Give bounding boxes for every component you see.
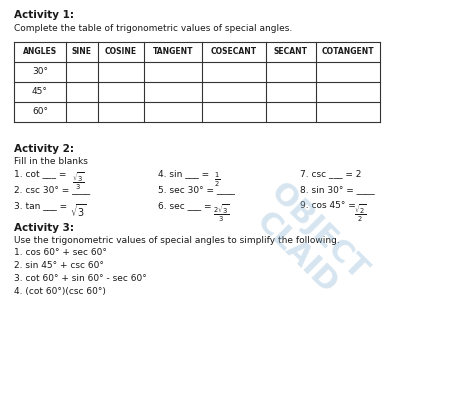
Text: TANGENT: TANGENT xyxy=(153,48,193,56)
Text: 3. cot 60° + sin 60° - sec 60°: 3. cot 60° + sin 60° - sec 60° xyxy=(14,274,147,283)
Text: Activity 2:: Activity 2: xyxy=(14,144,74,154)
Text: 1. cot ___ =: 1. cot ___ = xyxy=(14,169,69,178)
Text: 2. csc 30° = ____: 2. csc 30° = ____ xyxy=(14,185,90,194)
Text: 6. sec ___ =: 6. sec ___ = xyxy=(158,201,214,210)
Text: OBJECT
CLAID: OBJECT CLAID xyxy=(243,177,374,308)
Text: 3. tan ___ =: 3. tan ___ = xyxy=(14,201,70,210)
Text: $\frac{\sqrt{3}}{3}$: $\frac{\sqrt{3}}{3}$ xyxy=(72,171,84,192)
Text: Activity 1:: Activity 1: xyxy=(14,10,74,20)
Text: SECANT: SECANT xyxy=(274,48,308,56)
Text: COSECANT: COSECANT xyxy=(211,48,257,56)
Text: 60°: 60° xyxy=(32,107,48,117)
Text: $\frac{2\sqrt{3}}{3}$: $\frac{2\sqrt{3}}{3}$ xyxy=(213,203,229,224)
Text: $\frac{\sqrt{2}}{2}$: $\frac{\sqrt{2}}{2}$ xyxy=(354,203,366,224)
Text: ANGLES: ANGLES xyxy=(23,48,57,56)
Text: Fill in the blanks: Fill in the blanks xyxy=(14,157,88,166)
Text: 7. csc ___ = 2: 7. csc ___ = 2 xyxy=(300,169,361,178)
Text: 45°: 45° xyxy=(32,87,48,97)
Text: 4. (cot 60°)(csc 60°): 4. (cot 60°)(csc 60°) xyxy=(14,287,106,296)
Text: COTANGENT: COTANGENT xyxy=(322,48,374,56)
Text: SINE: SINE xyxy=(72,48,92,56)
Text: Activity 3:: Activity 3: xyxy=(14,223,74,233)
Text: Use the trigonometric values of special angles to simplify the following.: Use the trigonometric values of special … xyxy=(14,236,340,245)
Text: 8. sin 30° = ____: 8. sin 30° = ____ xyxy=(300,185,374,194)
Text: 4. sin ___ =: 4. sin ___ = xyxy=(158,169,212,178)
Text: $\frac{1}{2}$: $\frac{1}{2}$ xyxy=(214,171,220,189)
Text: Complete the table of trigonometric values of special angles.: Complete the table of trigonometric valu… xyxy=(14,24,292,33)
Text: $\sqrt{3}$: $\sqrt{3}$ xyxy=(70,202,87,219)
Text: 1. cos 60° + sec 60°: 1. cos 60° + sec 60° xyxy=(14,248,107,257)
Text: 30°: 30° xyxy=(32,67,48,76)
Text: 5. sec 30° = ____: 5. sec 30° = ____ xyxy=(158,185,235,194)
Text: 2. sin 45° + csc 60°: 2. sin 45° + csc 60° xyxy=(14,261,104,270)
Text: COSINE: COSINE xyxy=(105,48,137,56)
Text: 9. cos 45° =: 9. cos 45° = xyxy=(300,201,359,210)
